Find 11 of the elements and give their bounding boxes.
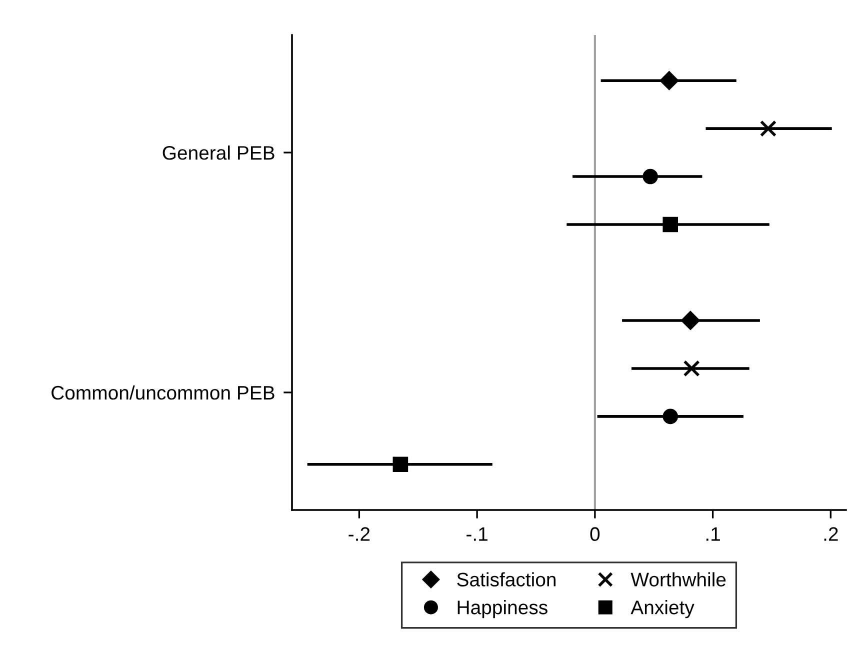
legend-label: Happiness [458,600,548,618]
x-tick-label: .2 [824,527,838,541]
x-tick-label: .1 [706,527,720,541]
legend-label: Worthwhile [630,572,726,586]
legend-label: Satisfaction [457,572,556,586]
y-tick-label: General PEB [162,146,274,160]
y-tick-label: Common/uncommon PEB [52,385,274,400]
legend-label: Anxiety [630,600,694,618]
x-tick-label: 0 [590,527,600,541]
x-tick-label: -.1 [466,527,488,541]
x-tick-label: -.2 [348,527,370,541]
